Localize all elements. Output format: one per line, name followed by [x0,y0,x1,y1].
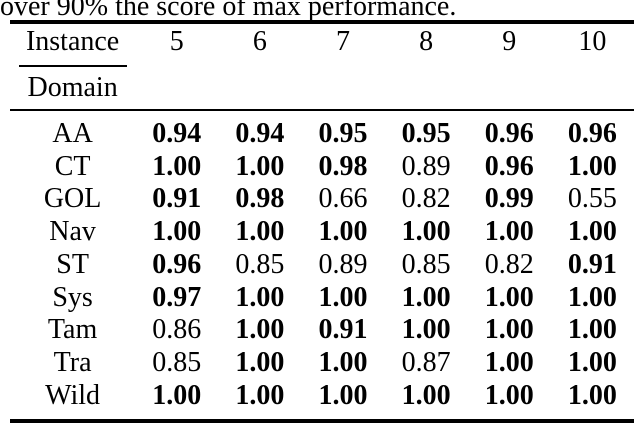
score-cell: 0.91 [152,183,202,215]
domain-label: Sys [52,281,93,313]
score-cell: 0.96 [567,118,617,149]
score-cell: 1.00 [318,346,368,378]
score-cell: 0.99 [484,183,534,215]
score-cell: 1.00 [401,281,451,313]
score-cell: 1.00 [152,379,202,411]
score-cell: 0.82 [484,248,534,280]
score-cell: 0.82 [401,183,451,215]
table-row-st: ST 0.96 0.85 0.89 0.85 0.82 0.91 [10,249,634,282]
col-header-6: 6 [218,22,302,111]
instance-header-label: Instance [25,26,120,57]
domain-label: CT [54,150,91,182]
score-cell: 0.91 [318,314,368,346]
table-header: Instance Domain 5 6 7 8 9 10 [10,22,634,111]
score-cell: 1.00 [152,150,202,182]
table-row-aa: AA 0.94 0.94 0.95 0.95 0.96 0.96 [10,110,634,151]
score-cell: 1.00 [484,346,534,378]
table-row-ct: CT 1.00 1.00 0.98 0.89 0.96 1.00 [10,151,634,184]
table-body: AA 0.94 0.94 0.95 0.95 0.96 0.96 CT 1.00 1.00 0.98… [10,110,634,421]
domain-header-label: Domain [27,72,118,103]
score-cell: 0.89 [401,150,451,182]
domain-label: GOL [43,183,102,215]
table-row-wild: Wild 1.00 1.00 1.00 1.00 1.00 1.00 [10,380,634,422]
col-header-8: 8 [384,22,468,111]
results-table: Instance Domain 5 6 7 8 9 10 AA 0.94 0.94 0.95 0.… [10,20,634,424]
score-cell: 0.85 [235,248,285,280]
score-cell: 1.00 [235,281,285,313]
score-cell: 0.87 [401,346,451,378]
score-cell: 0.98 [318,150,368,182]
table-row-nav: Nav 1.00 1.00 1.00 1.00 1.00 1.00 [10,216,634,249]
score-cell: 0.89 [318,248,368,280]
score-cell: 1.00 [567,314,617,346]
corner-header-cell: Instance Domain [10,22,136,111]
col-header-5: 5 [135,22,219,111]
score-cell: 0.96 [484,118,534,149]
score-cell: 1.00 [484,216,534,248]
score-cell: 1.00 [567,216,617,248]
score-cell: 0.98 [235,183,285,215]
score-cell: 0.55 [567,183,617,215]
domain-label: Tra [53,346,92,378]
domain-label: Wild [45,379,101,411]
table-row-gol: GOL 0.91 0.98 0.66 0.82 0.99 0.55 [10,183,634,216]
score-cell: 1.00 [484,314,534,346]
col-header-9: 9 [467,22,551,111]
domain-label: ST [56,248,89,280]
score-cell: 1.00 [318,379,368,411]
score-cell: 0.85 [152,346,202,378]
score-cell: 0.95 [318,118,368,149]
score-cell: 1.00 [235,379,285,411]
header-divider-line [18,65,127,67]
col-header-7: 7 [301,22,385,111]
domain-label: AA [52,118,93,149]
header-row: Instance Domain 5 6 7 8 9 10 [10,22,634,111]
score-cell: 0.94 [235,118,285,149]
table-row-sys: Sys 0.97 1.00 1.00 1.00 1.00 1.00 [10,282,634,315]
score-cell: 1.00 [484,281,534,313]
score-cell: 0.66 [318,183,368,215]
score-cell: 0.91 [567,248,617,280]
score-cell: 1.00 [401,379,451,411]
table-row-tam: Tam 0.86 1.00 0.91 1.00 1.00 1.00 [10,314,634,347]
score-cell: 1.00 [318,281,368,313]
score-cell: 0.96 [484,150,534,182]
score-cell: 0.85 [401,248,451,280]
domain-label: Nav [49,216,96,248]
score-cell: 1.00 [235,150,285,182]
score-cell: 0.94 [152,118,202,149]
score-cell: 0.96 [152,248,202,280]
domain-label: Tam [47,314,98,346]
score-cell: 1.00 [567,281,617,313]
table-row-tra: Tra 0.85 1.00 1.00 0.87 1.00 1.00 [10,347,634,380]
score-cell: 0.97 [152,281,202,313]
table-caption-fragment: over 90% the score of max performance. [0,0,457,22]
score-cell: 1.00 [235,346,285,378]
score-cell: 1.00 [484,379,534,411]
score-cell: 1.00 [567,379,617,411]
score-cell: 1.00 [235,314,285,346]
score-cell: 1.00 [235,216,285,248]
score-cell: 1.00 [567,346,617,378]
score-cell: 1.00 [567,150,617,182]
score-cell: 1.00 [401,314,451,346]
score-cell: 1.00 [152,216,202,248]
score-cell: 0.95 [401,118,451,149]
score-cell: 0.86 [152,314,202,346]
col-header-10: 10 [550,22,634,111]
score-cell: 1.00 [318,216,368,248]
score-cell: 1.00 [401,216,451,248]
